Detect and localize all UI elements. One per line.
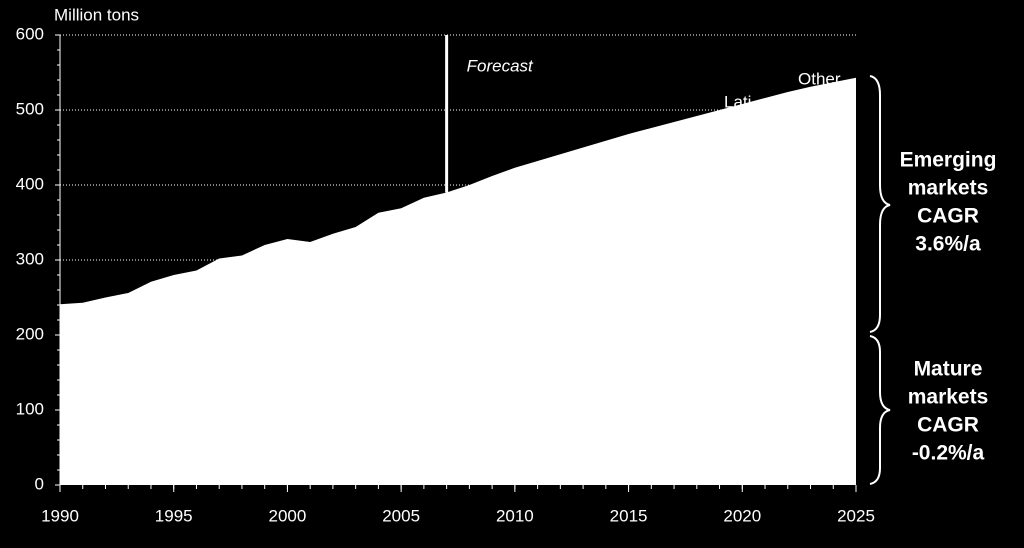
x-tick-label: 1995 <box>155 506 193 525</box>
forecast-label: Forecast <box>467 56 534 75</box>
brace-label: -0.2%/a <box>912 442 985 465</box>
brace-label: 3.6%/a <box>915 233 981 256</box>
x-tick-label: 2015 <box>610 506 648 525</box>
brace-label: markets <box>908 177 989 200</box>
x-tick-label: 2025 <box>837 506 875 525</box>
mature-brace <box>869 335 891 485</box>
brace-label: Emerging <box>900 149 997 172</box>
brace-label: markets <box>908 386 989 409</box>
area <box>60 77 856 485</box>
y-tick-label: 0 <box>35 474 44 493</box>
x-tick-label: 2010 <box>496 506 534 525</box>
brace-label: CAGR <box>917 414 979 437</box>
braces <box>869 75 891 485</box>
y-tick-label: 500 <box>16 99 44 118</box>
x-tick-label: 2020 <box>723 506 761 525</box>
y-tick-label: 100 <box>16 399 44 418</box>
y-tick-label: 600 <box>16 24 44 43</box>
brace-label: CAGR <box>917 205 979 228</box>
brace-label: Mature <box>914 358 983 381</box>
y-tick-label: 400 <box>16 174 44 193</box>
y-axis-label: Million tons <box>54 5 139 24</box>
x-tick-label: 2005 <box>382 506 420 525</box>
x-tick-label: 1990 <box>41 506 79 525</box>
emerging-brace <box>869 75 891 333</box>
y-tick-label: 300 <box>16 249 44 268</box>
y-tick-label: 200 <box>16 324 44 343</box>
x-tick-label: 2000 <box>269 506 307 525</box>
